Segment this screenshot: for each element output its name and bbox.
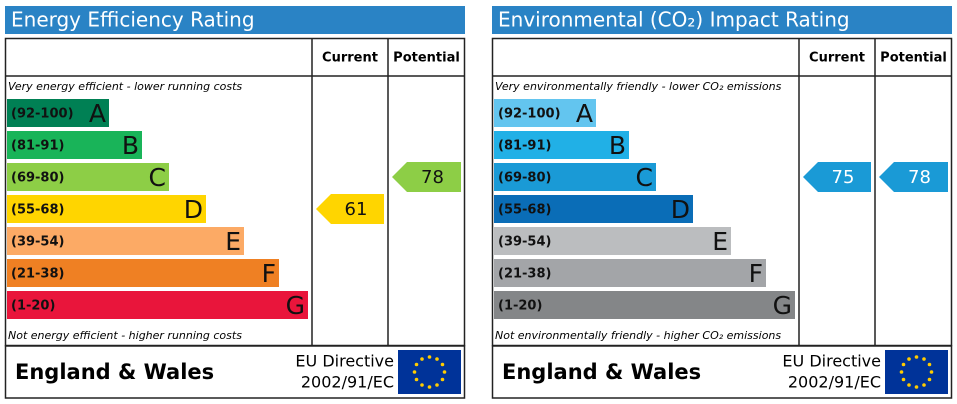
panel-title: Environmental (CO₂) Impact Rating	[498, 8, 850, 32]
band-letter: G	[286, 291, 305, 320]
eu-star	[914, 385, 919, 389]
title-bar	[492, 6, 952, 34]
band-range: (21-38)	[11, 267, 64, 282]
rating-value: 78	[908, 167, 931, 188]
rating-band	[7, 99, 109, 127]
directive: 2002/91/EC	[301, 373, 394, 392]
eu-star	[414, 362, 419, 367]
eu-star	[420, 383, 424, 387]
band-letter: B	[122, 131, 139, 160]
eu-star	[901, 362, 906, 367]
rating-value: 75	[832, 167, 855, 188]
eu-star	[412, 370, 417, 374]
eu-star	[922, 357, 926, 361]
band-range: (1-20)	[11, 299, 55, 314]
rating-band	[7, 227, 244, 255]
rating-band	[494, 259, 766, 287]
eu-star	[435, 357, 439, 361]
eu-star	[929, 370, 934, 374]
eu-star	[414, 377, 419, 382]
band-range: (69-80)	[11, 171, 64, 186]
band-letter: G	[773, 291, 792, 320]
band-range: (69-80)	[498, 171, 551, 186]
band-letter: E	[225, 227, 241, 256]
rating-band	[7, 163, 169, 191]
rating-band	[494, 99, 596, 127]
band-letter: E	[712, 227, 728, 256]
column-header: Potential	[880, 51, 947, 66]
footer-frame	[491, 345, 953, 399]
top-note: Very energy efficient - lower running co…	[8, 80, 242, 93]
band-range: (81-91)	[498, 139, 551, 154]
band-letter: F	[749, 259, 763, 288]
band-letter: A	[89, 99, 106, 128]
band-letter: D	[184, 195, 203, 224]
region: England & Wales	[15, 360, 214, 384]
eu-star	[927, 377, 932, 382]
eu-star	[435, 383, 439, 387]
rating-arrow	[879, 162, 948, 192]
band-range: (1-20)	[498, 299, 542, 314]
directive: EU Directive	[782, 352, 881, 371]
title-bar	[5, 6, 465, 34]
eu-star	[907, 383, 911, 387]
band-range: (81-91)	[11, 139, 64, 154]
column-header: Current	[322, 51, 378, 66]
eu-star	[440, 362, 445, 367]
directive: EU Directive	[295, 352, 394, 371]
rating-value: 78	[421, 167, 444, 188]
band-range: (92-100)	[498, 107, 561, 122]
eu-star	[914, 355, 919, 359]
footer-frame	[4, 345, 466, 399]
top-note: Very environmentally friendly - lower CO…	[495, 80, 782, 93]
rating-band	[7, 259, 279, 287]
rating-band	[494, 195, 693, 223]
band-range: (55-68)	[11, 203, 64, 218]
band-letter: C	[149, 163, 166, 192]
rating-band	[7, 195, 206, 223]
region: England & Wales	[502, 360, 701, 384]
eu-star	[907, 357, 911, 361]
eu-star	[927, 362, 932, 367]
directive: 2002/91/EC	[788, 373, 881, 392]
rating-band	[7, 291, 308, 319]
column-header: Potential	[393, 51, 460, 66]
rating-arrow	[316, 194, 384, 224]
rating-arrow	[803, 162, 871, 192]
rating-band	[7, 131, 142, 159]
rating-band	[494, 291, 795, 319]
eu-star	[440, 377, 445, 382]
band-letter: D	[671, 195, 690, 224]
band-range: (39-54)	[11, 235, 64, 250]
rating-band	[494, 131, 629, 159]
band-letter: C	[636, 163, 653, 192]
bottom-note: Not energy efficient - higher running co…	[8, 329, 242, 342]
band-range: (21-38)	[498, 267, 551, 282]
band-range: (39-54)	[498, 235, 551, 250]
eu-star	[442, 370, 447, 374]
band-letter: F	[262, 259, 276, 288]
band-range: (55-68)	[498, 203, 551, 218]
band-letter: B	[609, 131, 626, 160]
rating-band	[494, 227, 731, 255]
band-range: (92-100)	[11, 107, 74, 122]
eu-star	[901, 377, 906, 382]
eu-star	[427, 355, 432, 359]
bottom-note: Not environmentally friendly - higher CO…	[495, 329, 781, 342]
eu-star	[427, 385, 432, 389]
eu-star	[420, 357, 424, 361]
column-header: Current	[809, 51, 865, 66]
rating-band	[494, 163, 656, 191]
rating-value: 61	[345, 199, 368, 220]
panel-title: Energy Efficiency Rating	[11, 8, 255, 32]
band-letter: A	[576, 99, 593, 128]
eu-star	[922, 383, 926, 387]
rating-arrow	[392, 162, 461, 192]
eu-star	[899, 370, 904, 374]
